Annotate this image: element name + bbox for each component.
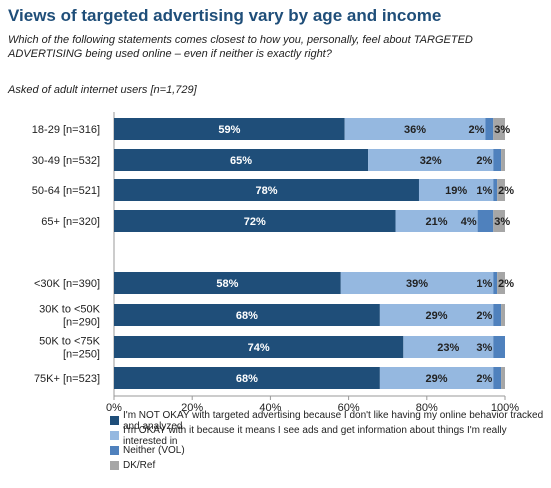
row-label: [n=290]	[63, 317, 100, 329]
chart-title: Views of targeted advertising vary by ag…	[8, 6, 442, 25]
legend-item: I'm NOT OKAY with targeted advertising b…	[110, 410, 551, 432]
row-label: 75K+ [n=523]	[34, 373, 100, 385]
x-tick-label: 0%	[106, 402, 122, 414]
row-label: 50K to <75K	[39, 336, 101, 348]
bar-segment-not-okay	[114, 210, 396, 232]
legend-swatch	[110, 416, 119, 425]
bar-segment-okay	[403, 336, 494, 358]
bar-segment-not-okay	[114, 272, 341, 294]
bar-segment-neither	[493, 272, 498, 294]
x-tick-label: 100%	[491, 402, 519, 414]
bar-value-label: 39%	[406, 278, 428, 290]
bar-segment-neither	[485, 118, 494, 140]
bar-value-label: 2%	[476, 310, 492, 322]
bar-segment-okay	[340, 272, 494, 294]
bar-value-label: 21%	[426, 216, 448, 228]
row-label: 18-29 [n=316]	[32, 124, 100, 136]
legend-swatch	[110, 431, 119, 440]
legend-label: Neither (VOL)	[123, 445, 185, 456]
row-label: 50-64 [n=521]	[32, 185, 100, 197]
legend-item: Neither (VOL)	[110, 444, 551, 457]
bar-segment-not-okay	[114, 367, 380, 389]
legend-label: I'm NOT OKAY with targeted advertising b…	[123, 409, 544, 432]
bar-segment-dk-ref	[501, 304, 505, 326]
bar-value-label: 2%	[498, 278, 514, 290]
bar-segment-dk-ref	[493, 118, 505, 140]
bar-value-label: 2%	[476, 155, 492, 167]
bar-value-label: 1%	[476, 185, 492, 197]
sample-note: Asked of adult internet users [n=1,729]	[8, 84, 197, 96]
bar-value-label: 65%	[230, 155, 252, 167]
bar-value-label: 2%	[469, 124, 485, 136]
bar-segment-neither	[493, 336, 505, 358]
bar-value-label: 29%	[426, 373, 448, 385]
bar-value-label: 3%	[494, 124, 510, 136]
legend-swatch	[110, 461, 119, 470]
bar-segment-neither	[493, 304, 502, 326]
x-tick-label: 20%	[181, 402, 203, 414]
bar-value-label: 59%	[218, 124, 240, 136]
stacked-bar-chart: 0% 20% 40% 60% 80% 100% 18-29 [n=316] 59% 36% 2% 3…	[32, 112, 519, 414]
bar-segment-dk-ref	[493, 210, 505, 232]
bar-value-label: 23%	[437, 342, 459, 354]
chart-question: Which of the following statements comes …	[8, 34, 473, 60]
bar-value-label: 3%	[494, 216, 510, 228]
bar-segment-neither	[493, 179, 498, 201]
bar-segment-okay	[379, 304, 494, 326]
bar-value-label: 32%	[420, 155, 442, 167]
bar-segment-dk-ref	[497, 272, 505, 294]
row-label: <30K [n=390]	[34, 278, 100, 290]
bar-value-label: 4%	[461, 216, 477, 228]
bar-segment-okay	[418, 179, 494, 201]
bar-segment-not-okay	[114, 336, 404, 358]
legend-item: DK/Ref	[110, 459, 551, 472]
x-tick-label: 80%	[416, 402, 438, 414]
bar-segment-dk-ref	[501, 149, 505, 171]
bar-segment-not-okay	[114, 304, 380, 326]
chart-legend: I'm NOT OKAY with targeted advertising b…	[110, 410, 551, 474]
row-label: 30K to <50K	[39, 304, 101, 316]
bar-value-label: 2%	[476, 373, 492, 385]
legend-label: I'm OKAY with it because it means I see …	[123, 424, 507, 447]
legend-item: I'm OKAY with it because it means I see …	[110, 425, 551, 447]
x-tick-label: 40%	[259, 402, 281, 414]
legend-label: DK/Ref	[123, 460, 156, 471]
bar-value-label: 58%	[216, 278, 238, 290]
bar-segment-dk-ref	[497, 179, 505, 201]
bar-segment-okay	[395, 210, 478, 232]
row-label: 65+ [n=320]	[41, 216, 100, 228]
bar-segment-okay	[379, 367, 494, 389]
bar-segment-not-okay	[114, 179, 419, 201]
bar-segment-neither	[493, 149, 502, 171]
bar-value-label: 1%	[476, 278, 492, 290]
bar-segment-neither	[493, 367, 502, 389]
bar-value-label: 19%	[445, 185, 467, 197]
bar-segment-not-okay	[114, 149, 369, 171]
bar-segment-okay	[368, 149, 494, 171]
legend-swatch	[110, 446, 119, 455]
bar-value-label: 78%	[255, 185, 277, 197]
bar-value-label: 2%	[498, 185, 514, 197]
bar-value-label: 29%	[426, 310, 448, 322]
bar-segment-okay	[344, 118, 486, 140]
bar-segment-neither	[477, 210, 494, 232]
x-tick-label: 60%	[338, 402, 360, 414]
bar-value-label: 68%	[236, 310, 258, 322]
bar-segment-not-okay	[114, 118, 345, 140]
bar-value-label: 3%	[476, 342, 492, 354]
row-label: 30-49 [n=532]	[32, 155, 100, 167]
bar-value-label: 72%	[244, 216, 266, 228]
bar-value-label: 74%	[248, 342, 270, 354]
row-label: [n=250]	[63, 349, 100, 361]
bar-segment-dk-ref	[501, 367, 505, 389]
bar-value-label: 68%	[236, 373, 258, 385]
bar-value-label: 36%	[404, 124, 426, 136]
